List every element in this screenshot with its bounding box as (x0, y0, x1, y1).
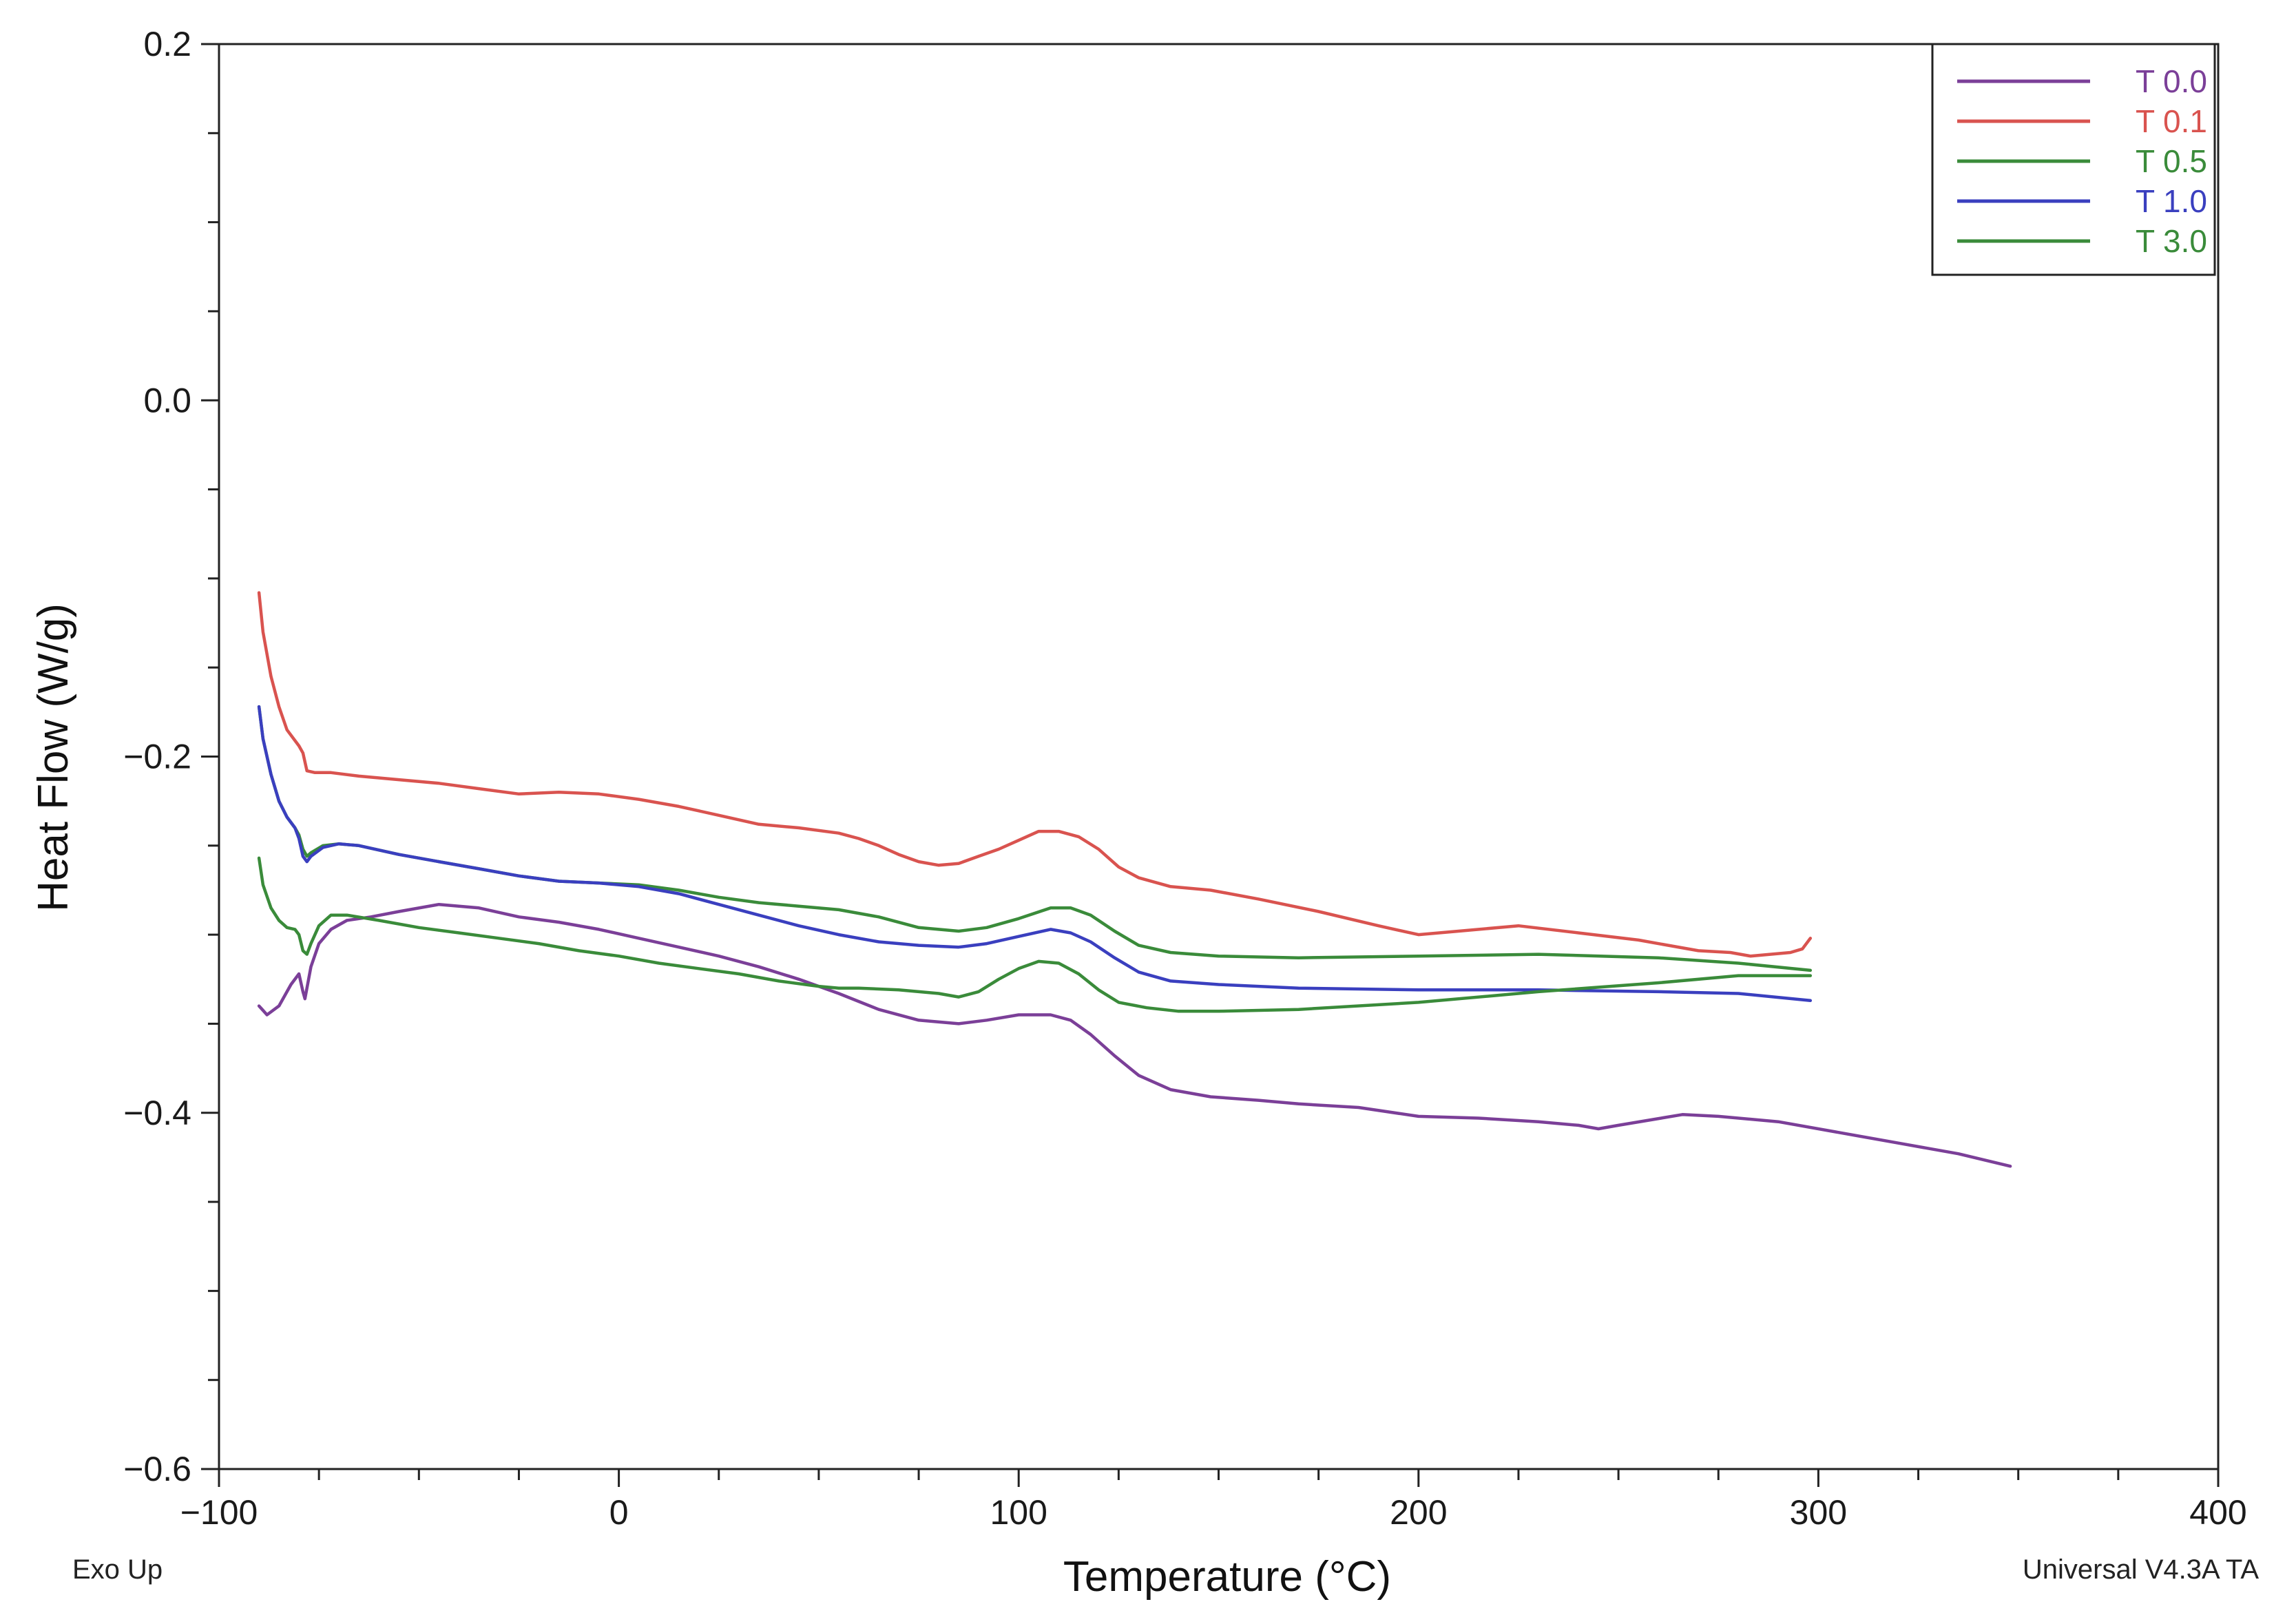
x-tick-label: −100 (180, 1493, 258, 1532)
y-axis-tick-labels: 0.2 0.0 −0.2 −0.4 −0.6 (123, 25, 191, 1488)
footer-software-version: Universal V4.3A TA (2023, 1554, 2259, 1585)
series-line-t-0-1 (257, 591, 1813, 958)
series-lines (257, 591, 2012, 1168)
legend-label: T 0.5 (2136, 143, 2207, 179)
plot-frame (218, 43, 2220, 1470)
x-axis-tick-labels: −100 0 100 200 300 400 (180, 1493, 2247, 1532)
y-tick-label: 0.0 (143, 381, 191, 419)
y-tick-label: −0.6 (123, 1450, 191, 1488)
legend-label: T 3.0 (2136, 223, 2207, 259)
y-axis-ticks (201, 43, 219, 1470)
legend-label: T 0.1 (2136, 103, 2207, 139)
footer-exo-up: Exo Up (72, 1554, 163, 1585)
series-line-t-0-5 (257, 705, 1813, 972)
series-line-t-0-0 (257, 902, 2012, 1168)
legend-label: T 1.0 (2136, 183, 2207, 219)
y-axis-title: Heat Flow (W/g) (30, 603, 77, 912)
legend-entries: T 0.0 T 0.1 T 0.5 T 1.0 T 3.0 (1957, 63, 2207, 259)
x-tick-label: 100 (990, 1493, 1047, 1532)
legend: T 0.0 T 0.1 T 0.5 T 1.0 T 3.0 (1931, 43, 2216, 276)
y-tick-label: −0.4 (123, 1094, 191, 1132)
y-tick-label: −0.2 (123, 738, 191, 776)
series-line-t-3-0 (257, 856, 1813, 1013)
legend-label: T 0.0 (2136, 63, 2207, 99)
x-axis-ticks (218, 1469, 2220, 1487)
y-tick-label: 0.2 (143, 25, 191, 63)
series-line-t-1-0 (257, 705, 1813, 1003)
x-tick-label: 300 (1790, 1493, 1847, 1532)
x-tick-label: 0 (609, 1493, 629, 1532)
x-tick-label: 400 (2189, 1493, 2246, 1532)
x-tick-label: 200 (1390, 1493, 1447, 1532)
x-axis-title: Temperature (°C) (1063, 1553, 1391, 1601)
